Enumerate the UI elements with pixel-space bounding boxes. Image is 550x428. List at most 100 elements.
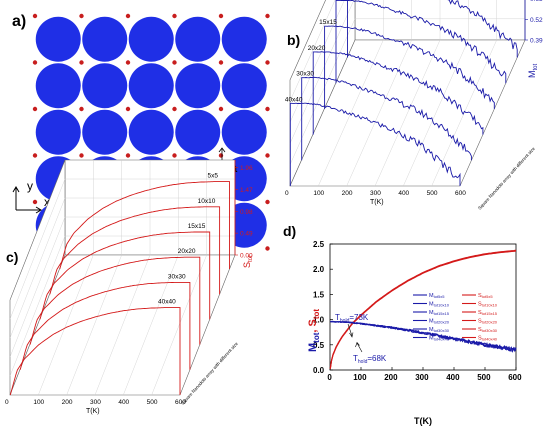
legend-label-mtot-10x10: Mtot10x10 bbox=[429, 302, 450, 308]
panel-b-x-label: T(K) bbox=[370, 199, 384, 206]
nanodot bbox=[128, 16, 174, 62]
lattice-node bbox=[125, 13, 131, 19]
y-tick-label: 1.5 bbox=[313, 290, 325, 299]
nanodot bbox=[128, 63, 174, 109]
y-tick-label: 0.5 bbox=[313, 341, 325, 350]
legend-sub: tot10x10 bbox=[434, 303, 450, 308]
right-tick-label: 0.39 bbox=[530, 38, 543, 45]
lattice-node bbox=[265, 153, 270, 158]
legend-prefix: M bbox=[429, 327, 434, 333]
series-line-20x20 bbox=[29, 256, 201, 345]
x-tick-label: 600 bbox=[508, 373, 522, 382]
legend-prefix: M bbox=[429, 319, 434, 325]
x-tick-label: 500 bbox=[147, 399, 158, 406]
series-line-15x15 bbox=[324, 25, 495, 109]
legend-label-stot-40x40: Stot40x40 bbox=[478, 336, 498, 342]
legend-stot: Stot5x5Stot10x10Stot15x15Stot20x20Stot30… bbox=[462, 293, 498, 342]
nanodot bbox=[175, 16, 221, 62]
side-grid-line bbox=[9, 197, 66, 339]
legend-sub: tot40x40 bbox=[482, 337, 498, 342]
legend-sub: tot40x40 bbox=[434, 337, 450, 342]
floor-grid-line bbox=[151, 254, 207, 396]
nanodot bbox=[35, 63, 81, 109]
right-tick-label: 0.52 bbox=[530, 17, 543, 24]
lattice-node bbox=[125, 60, 131, 65]
annotation-m-arrowhead bbox=[355, 341, 360, 348]
legend-prefix: S bbox=[478, 302, 482, 308]
legend-sub: tot30x30 bbox=[434, 328, 450, 333]
legend-prefix: S bbox=[478, 336, 482, 342]
nanodot bbox=[175, 109, 221, 155]
series-label-40x40: 40x40 bbox=[158, 299, 176, 306]
floor-grid-line bbox=[66, 254, 122, 396]
right-tick-label: 0.49 bbox=[240, 231, 253, 238]
series-label-20x20: 20x20 bbox=[178, 248, 196, 255]
series-line-stot bbox=[329, 250, 517, 370]
x-tick-label: 500 bbox=[427, 190, 438, 197]
lattice-node bbox=[172, 153, 177, 158]
lattice-node bbox=[79, 60, 84, 65]
legend-sub: tot15x15 bbox=[434, 311, 450, 316]
lattice-node bbox=[218, 153, 224, 158]
panel-d-y-label: Mtot, Stot bbox=[307, 309, 321, 352]
floor-grid-line bbox=[403, 39, 469, 187]
right-tick-label: 0.00 bbox=[240, 253, 253, 260]
lattice-node bbox=[172, 13, 177, 19]
lattice-node bbox=[172, 60, 177, 65]
panel-d-legend: Mtot5x5Mtot10x10Mtot15x15Mtot20x20Mtot30… bbox=[413, 293, 498, 342]
series-line-mtot bbox=[330, 320, 517, 352]
panel-c: c) 5x5 10x10 15x15 20x20 30x30 40x40 1.96 1.47… bbox=[5, 159, 254, 415]
right-tick-label: 0.98 bbox=[240, 209, 253, 216]
panel-c-frame bbox=[9, 159, 236, 396]
lattice-node bbox=[79, 106, 84, 112]
legend-prefix: S bbox=[478, 319, 482, 325]
series-label-30x30: 30x30 bbox=[168, 273, 186, 280]
y-arrow-head bbox=[12, 186, 20, 193]
x-tick-label: 200 bbox=[384, 373, 398, 382]
x-tick-label: 400 bbox=[398, 190, 409, 197]
series-line-10x10 bbox=[335, 0, 507, 84]
x-tick-label: 100 bbox=[353, 373, 367, 382]
x-tick-label: 400 bbox=[446, 373, 460, 382]
lattice-node bbox=[218, 13, 224, 19]
nanodot bbox=[82, 63, 128, 109]
series-line-stot bbox=[329, 249, 517, 369]
panel-d-ticks: 0 100 200 300 400 500 600 0.0 0.5 1.0 1.5 2.0 2.5 bbox=[313, 240, 522, 382]
series-line-stot bbox=[329, 250, 517, 369]
series-label-40x40: 40x40 bbox=[285, 96, 303, 103]
legend-label-mtot-20x20: Mtot20x20 bbox=[429, 319, 450, 325]
series-label-10x10: 10x10 bbox=[198, 198, 216, 205]
panel-c-x-label: T(K) bbox=[86, 408, 100, 415]
legend-label-mtot-30x30: Mtot30x30 bbox=[429, 327, 450, 333]
nanodot bbox=[82, 16, 128, 62]
legend-sub: tot15x15 bbox=[482, 311, 498, 316]
legend-sub: tot5x5 bbox=[482, 294, 494, 299]
series-line-30x30 bbox=[301, 76, 472, 161]
x-tick-label: 500 bbox=[477, 373, 491, 382]
annotation-s-arrow bbox=[347, 323, 353, 337]
side-grid-line bbox=[289, 0, 355, 144]
y-tick-label: 0.0 bbox=[313, 366, 325, 375]
series-label-20x20: 20x20 bbox=[308, 45, 326, 52]
panel-d-label: d) bbox=[283, 223, 296, 239]
panel-b-depth-axis-label: Square Nanodots array with different siz… bbox=[477, 146, 536, 211]
nanodot bbox=[175, 63, 221, 109]
x-tick-label: 0 bbox=[327, 373, 332, 382]
x-axis-label: x bbox=[44, 195, 50, 209]
nanodot bbox=[221, 63, 267, 109]
legend-prefix: M bbox=[429, 336, 434, 342]
legend-prefix: M bbox=[429, 302, 434, 308]
floor-grid-line bbox=[346, 39, 412, 187]
legend-mtot: Mtot5x5Mtot10x10Mtot15x15Mtot20x20Mtot30… bbox=[413, 293, 450, 342]
lattice-node bbox=[32, 153, 38, 158]
panel-c-right-ticks: 1.96 1.47 0.98 0.49 0.00 bbox=[234, 160, 253, 260]
series-label-15x15: 15x15 bbox=[188, 223, 206, 230]
lattice-node bbox=[32, 13, 38, 19]
lattice-node bbox=[79, 153, 84, 158]
side-grid-line bbox=[9, 235, 66, 377]
legend-label-stot-30x30: Stot30x30 bbox=[478, 327, 498, 333]
panel-b-right-ticks: 0.910.780.650.520.39 bbox=[524, 0, 543, 45]
lattice-node bbox=[265, 199, 270, 205]
dim-a-right-arrow-top bbox=[218, 147, 226, 153]
panel-d: d) 0 100 200 300 400 500 600 0.0 0.5 1.0 1.5 2.0 2.5… bbox=[283, 223, 522, 426]
